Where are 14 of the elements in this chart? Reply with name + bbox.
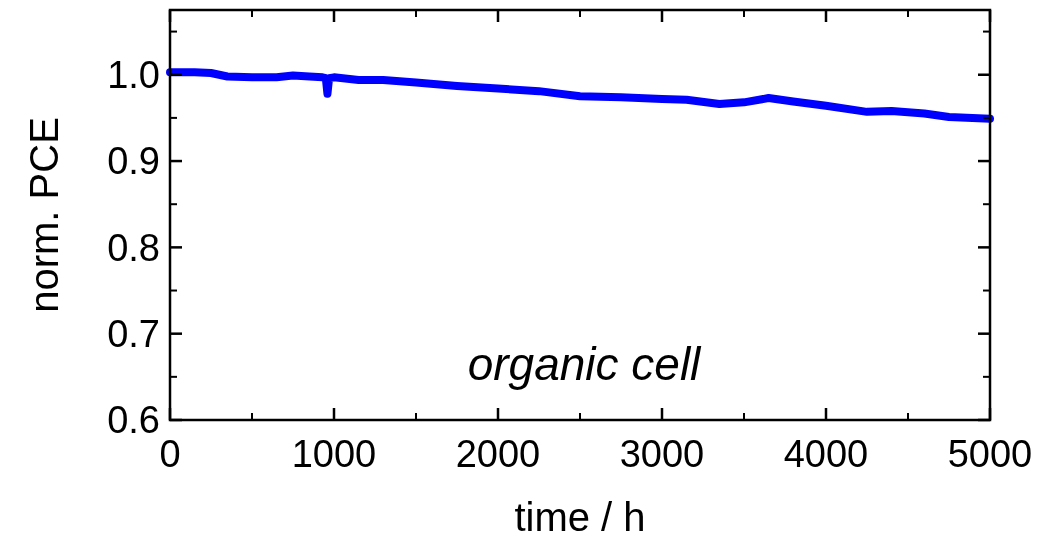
x-tick-label: 1000 — [291, 433, 377, 475]
y-tick-label: 0.8 — [107, 226, 160, 269]
x-axis-title: time / h — [514, 495, 646, 539]
x-tick-label: 5000 — [947, 433, 1033, 475]
x-tick-label: 2000 — [455, 433, 541, 475]
y-tick-label: 1.0 — [107, 54, 160, 97]
y-tick-label: 0.7 — [107, 312, 160, 355]
y-axis-title: norm. PCE — [22, 117, 66, 313]
x-tick-label: 4000 — [783, 433, 869, 475]
x-tick-label: 0 — [159, 433, 181, 475]
annotation: organic cell — [467, 338, 703, 390]
x-tick-label: 3000 — [619, 433, 705, 475]
y-tick-label: 0.6 — [107, 399, 160, 442]
y-tick-label: 0.9 — [107, 140, 160, 183]
